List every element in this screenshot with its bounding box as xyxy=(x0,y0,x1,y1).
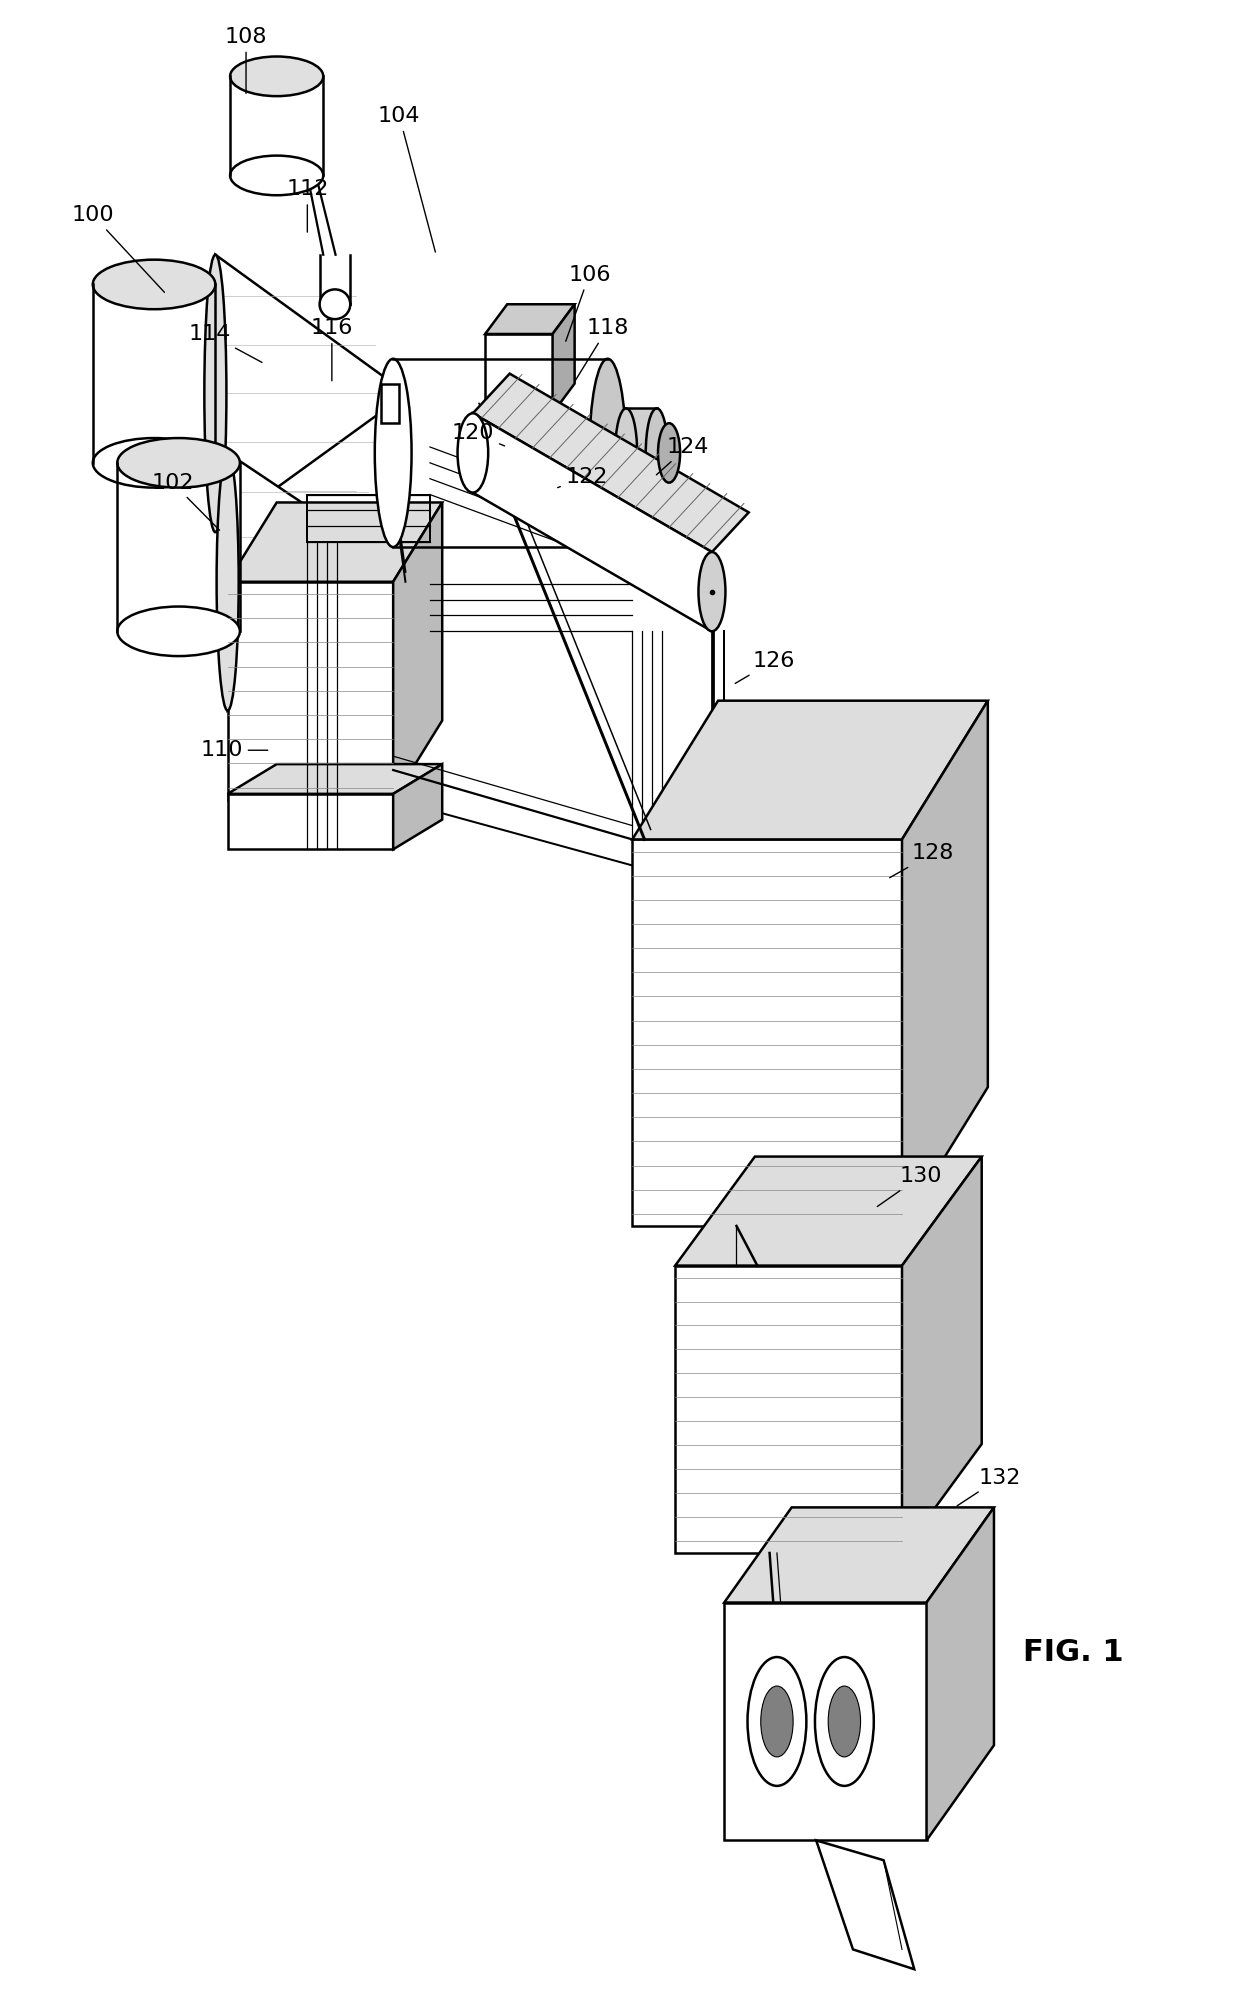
Ellipse shape xyxy=(589,359,626,547)
Polygon shape xyxy=(926,1507,994,1840)
Ellipse shape xyxy=(93,259,216,309)
Polygon shape xyxy=(724,1507,994,1603)
Text: 128: 128 xyxy=(890,842,954,878)
Polygon shape xyxy=(724,1603,926,1840)
Ellipse shape xyxy=(320,289,350,319)
Polygon shape xyxy=(228,503,443,581)
Polygon shape xyxy=(231,76,324,176)
Ellipse shape xyxy=(205,255,227,533)
Ellipse shape xyxy=(748,1657,806,1786)
Text: 104: 104 xyxy=(378,106,435,251)
Text: 130: 130 xyxy=(878,1166,941,1206)
Polygon shape xyxy=(381,383,399,423)
Ellipse shape xyxy=(118,607,239,657)
Ellipse shape xyxy=(374,359,412,547)
Ellipse shape xyxy=(231,156,324,196)
Ellipse shape xyxy=(828,1687,861,1756)
Polygon shape xyxy=(472,413,712,631)
Ellipse shape xyxy=(815,1657,874,1786)
Text: 118: 118 xyxy=(575,317,629,381)
Ellipse shape xyxy=(698,553,725,631)
Polygon shape xyxy=(472,373,749,553)
Text: FIG. 1: FIG. 1 xyxy=(1023,1637,1123,1667)
Polygon shape xyxy=(675,1156,982,1265)
Ellipse shape xyxy=(658,423,680,483)
Polygon shape xyxy=(393,764,443,850)
Text: 126: 126 xyxy=(735,651,795,683)
Text: 106: 106 xyxy=(565,265,610,341)
Text: 120: 120 xyxy=(451,423,505,445)
Polygon shape xyxy=(228,764,443,794)
Polygon shape xyxy=(901,1156,982,1553)
Polygon shape xyxy=(228,453,405,711)
Polygon shape xyxy=(393,359,608,547)
Polygon shape xyxy=(626,409,657,497)
Text: 132: 132 xyxy=(957,1467,1022,1505)
Polygon shape xyxy=(485,333,553,413)
Text: 124: 124 xyxy=(656,437,708,475)
Polygon shape xyxy=(393,503,443,800)
Polygon shape xyxy=(901,701,988,1226)
Polygon shape xyxy=(93,285,216,463)
Text: 102: 102 xyxy=(151,473,219,531)
Polygon shape xyxy=(675,1265,901,1553)
Polygon shape xyxy=(632,840,901,1226)
Text: 116: 116 xyxy=(311,317,353,381)
Ellipse shape xyxy=(761,1687,794,1756)
Polygon shape xyxy=(816,1840,914,1970)
Polygon shape xyxy=(553,303,574,413)
Ellipse shape xyxy=(231,56,324,96)
Polygon shape xyxy=(228,581,393,800)
Polygon shape xyxy=(632,701,988,840)
Text: 108: 108 xyxy=(224,26,268,94)
Text: 114: 114 xyxy=(188,323,262,363)
Ellipse shape xyxy=(458,413,489,493)
Ellipse shape xyxy=(118,437,239,487)
Ellipse shape xyxy=(646,409,668,497)
Polygon shape xyxy=(228,794,393,850)
Ellipse shape xyxy=(93,437,216,487)
Text: 112: 112 xyxy=(286,180,329,232)
Text: 122: 122 xyxy=(558,467,608,487)
Text: 100: 100 xyxy=(72,206,165,291)
Polygon shape xyxy=(485,303,574,333)
Polygon shape xyxy=(118,463,239,631)
Polygon shape xyxy=(216,255,393,533)
Ellipse shape xyxy=(217,453,238,711)
Ellipse shape xyxy=(615,409,637,497)
Text: 110: 110 xyxy=(201,741,268,760)
